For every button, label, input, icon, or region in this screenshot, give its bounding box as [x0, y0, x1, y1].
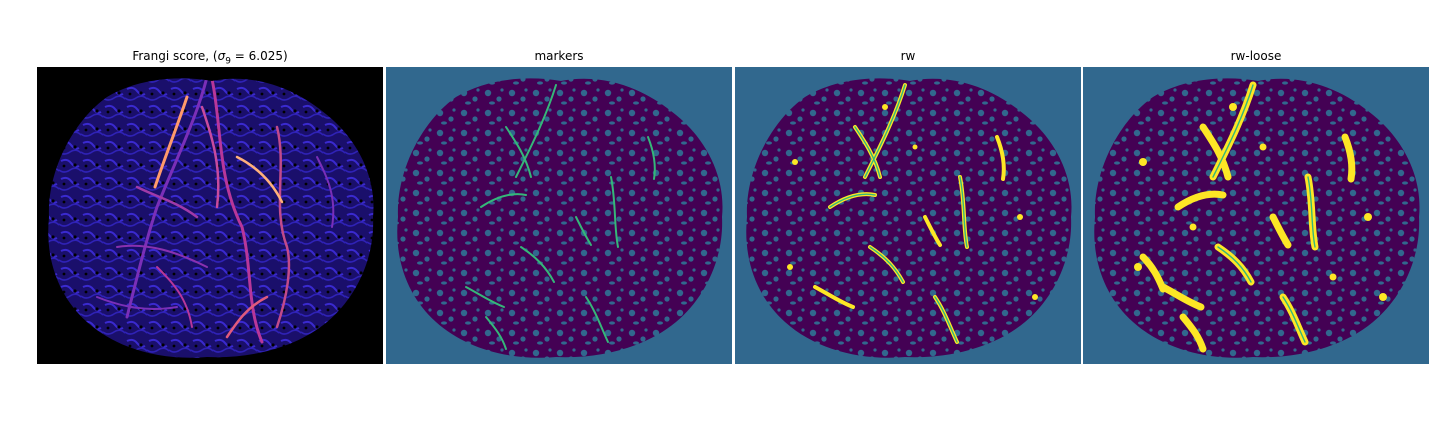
markers-image	[386, 67, 732, 364]
rw-title: rw	[900, 49, 916, 63]
frangi-score-image	[37, 67, 383, 364]
frangi-score-title: Frangi score, (σ9 = 6.025)	[132, 49, 288, 67]
markers-title: markers	[534, 49, 584, 63]
rw-image	[735, 67, 1081, 364]
rw-loose-title: rw-loose	[1230, 49, 1282, 63]
rw-loose-image	[1083, 67, 1429, 364]
